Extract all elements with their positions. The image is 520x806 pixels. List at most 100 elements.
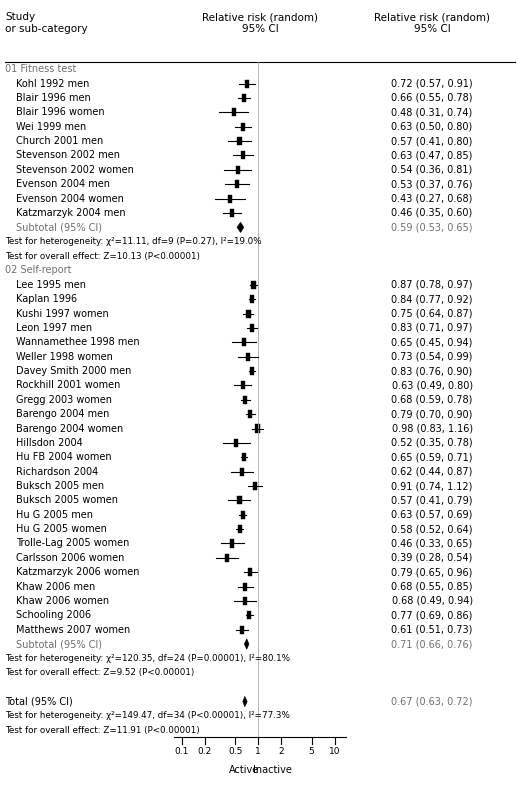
Text: Stevenson 2002 women: Stevenson 2002 women <box>16 165 134 175</box>
Bar <box>250 295 254 303</box>
Text: Gregg 2003 women: Gregg 2003 women <box>16 395 112 405</box>
Bar <box>235 181 239 189</box>
Text: 0.63 (0.50, 0.80): 0.63 (0.50, 0.80) <box>392 122 473 131</box>
Text: 0.75 (0.64, 0.87): 0.75 (0.64, 0.87) <box>392 309 473 318</box>
Polygon shape <box>243 696 247 707</box>
Text: Hillsdon 2004: Hillsdon 2004 <box>16 438 82 448</box>
Bar <box>246 310 251 318</box>
Bar <box>252 280 255 289</box>
Bar <box>240 625 244 634</box>
Text: 0.83 (0.76, 0.90): 0.83 (0.76, 0.90) <box>392 366 473 376</box>
Bar <box>230 209 235 217</box>
Text: 0.43 (0.27, 0.68): 0.43 (0.27, 0.68) <box>392 193 473 204</box>
Bar <box>243 583 248 591</box>
Bar <box>255 425 259 433</box>
Text: 0.59 (0.53, 0.65): 0.59 (0.53, 0.65) <box>392 222 473 232</box>
Text: Hu FB 2004 women: Hu FB 2004 women <box>16 452 111 463</box>
Text: 0.48 (0.31, 0.74): 0.48 (0.31, 0.74) <box>392 107 473 118</box>
Text: Evenson 2004 women: Evenson 2004 women <box>16 193 123 204</box>
Text: Kaplan 1996: Kaplan 1996 <box>16 294 77 304</box>
Text: Katzmarzyk 2006 women: Katzmarzyk 2006 women <box>16 567 139 577</box>
Text: Rockhill 2001 women: Rockhill 2001 women <box>16 380 120 390</box>
Text: 2: 2 <box>278 747 284 756</box>
Text: Richardson 2004: Richardson 2004 <box>16 467 98 476</box>
Text: 0.79 (0.70, 0.90): 0.79 (0.70, 0.90) <box>392 409 473 419</box>
Text: Blair 1996 women: Blair 1996 women <box>16 107 104 118</box>
Text: Hu G 2005 women: Hu G 2005 women <box>16 524 107 534</box>
Text: Relative risk (random)
95% CI: Relative risk (random) 95% CI <box>202 12 318 34</box>
Text: Weller 1998 women: Weller 1998 women <box>16 351 112 362</box>
Text: 0.67 (0.63, 0.72): 0.67 (0.63, 0.72) <box>392 696 473 707</box>
Text: 0.72 (0.57, 0.91): 0.72 (0.57, 0.91) <box>392 79 473 89</box>
Bar <box>243 396 248 404</box>
Text: Active: Active <box>228 765 258 775</box>
Polygon shape <box>244 639 249 650</box>
Bar <box>230 539 235 547</box>
Text: Carlsson 2006 women: Carlsson 2006 women <box>16 553 124 563</box>
Text: 0.66 (0.55, 0.78): 0.66 (0.55, 0.78) <box>392 93 473 103</box>
Text: Khaw 2006 men: Khaw 2006 men <box>16 582 95 592</box>
Text: Total (95% CI): Total (95% CI) <box>5 696 73 707</box>
Text: Subtotal (95% CI): Subtotal (95% CI) <box>16 639 101 649</box>
Text: Barengo 2004 women: Barengo 2004 women <box>16 423 123 434</box>
Text: 0.63 (0.47, 0.85): 0.63 (0.47, 0.85) <box>392 151 473 160</box>
Text: Katzmarzyk 2004 men: Katzmarzyk 2004 men <box>16 208 125 218</box>
Text: 0.83 (0.71, 0.97): 0.83 (0.71, 0.97) <box>392 323 473 333</box>
Bar <box>241 511 245 519</box>
Text: 0.63 (0.49, 0.80): 0.63 (0.49, 0.80) <box>392 380 473 390</box>
Text: Buksch 2005 men: Buksch 2005 men <box>16 481 103 491</box>
Text: Test for heterogeneity: χ²=149.47, df=34 (P<0.00001), I²=77.3%: Test for heterogeneity: χ²=149.47, df=34… <box>5 712 290 721</box>
Text: 0.65 (0.59, 0.71): 0.65 (0.59, 0.71) <box>392 452 473 463</box>
Bar <box>228 194 232 202</box>
Text: 0.52 (0.35, 0.78): 0.52 (0.35, 0.78) <box>392 438 473 448</box>
Text: 0.5: 0.5 <box>228 747 242 756</box>
Text: Schooling 2006: Schooling 2006 <box>16 610 90 621</box>
Text: 0.2: 0.2 <box>198 747 212 756</box>
Text: Buksch 2005 women: Buksch 2005 women <box>16 496 118 505</box>
Text: 0.98 (0.83, 1.16): 0.98 (0.83, 1.16) <box>392 423 473 434</box>
Text: Inactive: Inactive <box>253 765 292 775</box>
Text: 02 Self-report: 02 Self-report <box>5 265 72 276</box>
Bar <box>248 611 252 619</box>
Text: 0.87 (0.78, 0.97): 0.87 (0.78, 0.97) <box>392 280 473 290</box>
Bar <box>242 453 246 461</box>
Text: 0.46 (0.33, 0.65): 0.46 (0.33, 0.65) <box>392 538 473 549</box>
Text: 01 Fitness test: 01 Fitness test <box>5 64 76 74</box>
Text: 0.84 (0.77, 0.92): 0.84 (0.77, 0.92) <box>392 294 473 304</box>
Bar <box>225 554 229 562</box>
Text: Wannamethee 1998 men: Wannamethee 1998 men <box>16 337 139 347</box>
Text: 0.39 (0.28, 0.54): 0.39 (0.28, 0.54) <box>392 553 473 563</box>
Text: 0.71 (0.66, 0.76): 0.71 (0.66, 0.76) <box>392 639 473 649</box>
Text: 0.77 (0.69, 0.86): 0.77 (0.69, 0.86) <box>392 610 473 621</box>
Text: Stevenson 2002 men: Stevenson 2002 men <box>16 151 120 160</box>
Bar <box>238 496 241 505</box>
Text: Relative risk (random)
95% CI: Relative risk (random) 95% CI <box>374 12 490 34</box>
Text: Lee 1995 men: Lee 1995 men <box>16 280 86 290</box>
Bar <box>245 80 249 88</box>
Text: 0.57 (0.41, 0.80): 0.57 (0.41, 0.80) <box>392 136 473 146</box>
Text: 0.62 (0.44, 0.87): 0.62 (0.44, 0.87) <box>392 467 473 476</box>
Text: 0.68 (0.59, 0.78): 0.68 (0.59, 0.78) <box>392 395 473 405</box>
Text: 5: 5 <box>309 747 315 756</box>
Text: 0.54 (0.36, 0.81): 0.54 (0.36, 0.81) <box>392 165 473 175</box>
Text: Test for overall effect: Z=11.91 (P<0.00001): Test for overall effect: Z=11.91 (P<0.00… <box>5 726 200 735</box>
Text: 0.63 (0.57, 0.69): 0.63 (0.57, 0.69) <box>392 509 473 520</box>
Text: Church 2001 men: Church 2001 men <box>16 136 103 146</box>
Text: Study
or sub-category: Study or sub-category <box>5 12 88 34</box>
Bar <box>238 525 242 533</box>
Bar <box>242 94 246 102</box>
Bar <box>240 467 244 476</box>
Text: 0.57 (0.41, 0.79): 0.57 (0.41, 0.79) <box>392 496 473 505</box>
Bar <box>241 123 245 131</box>
Bar <box>232 108 236 116</box>
Text: Test for heterogeneity: χ²=120.35, df=24 (P=0.00001), I²=80.1%: Test for heterogeneity: χ²=120.35, df=24… <box>5 654 290 663</box>
Bar <box>235 438 239 447</box>
Polygon shape <box>237 222 244 232</box>
Text: Barengo 2004 men: Barengo 2004 men <box>16 409 109 419</box>
Bar <box>248 410 252 418</box>
Text: 0.1: 0.1 <box>174 747 189 756</box>
Text: Blair 1996 men: Blair 1996 men <box>16 93 90 103</box>
Text: Evenson 2004 men: Evenson 2004 men <box>16 179 110 189</box>
Text: Kohl 1992 men: Kohl 1992 men <box>16 79 89 89</box>
Bar <box>243 597 248 605</box>
